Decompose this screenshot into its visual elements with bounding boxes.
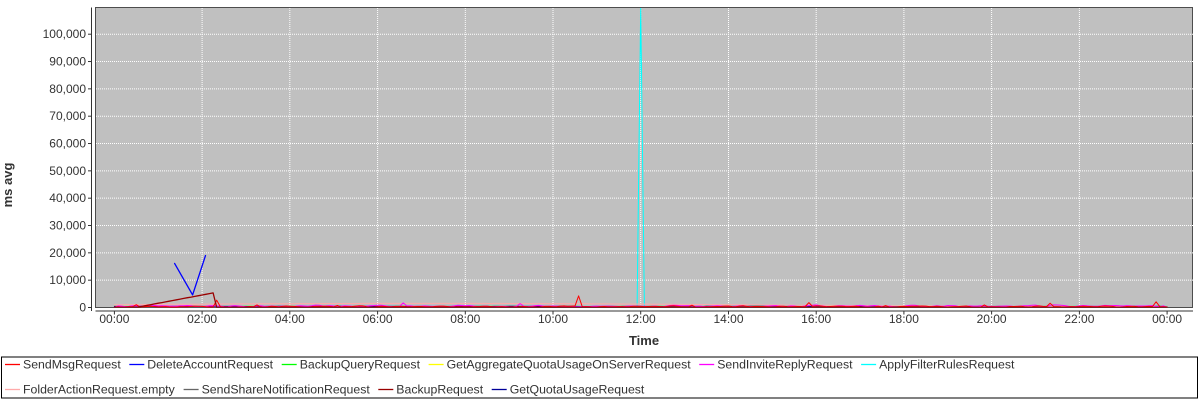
svg-text:12:00: 12:00 xyxy=(626,312,656,326)
svg-text:16:00: 16:00 xyxy=(801,312,831,326)
svg-text:100,000: 100,000 xyxy=(43,27,87,41)
svg-text:22:00: 22:00 xyxy=(1064,312,1094,326)
svg-text:SendInviteReplyRequest: SendInviteReplyRequest xyxy=(717,358,853,372)
svg-text:20:00: 20:00 xyxy=(977,312,1007,326)
svg-text:BackupRequest: BackupRequest xyxy=(396,383,483,397)
svg-text:30,000: 30,000 xyxy=(49,219,86,233)
svg-text:SendMsgRequest: SendMsgRequest xyxy=(23,358,121,372)
svg-text:50,000: 50,000 xyxy=(49,164,86,178)
svg-text:ms avg: ms avg xyxy=(0,163,15,208)
svg-text:90,000: 90,000 xyxy=(49,55,86,69)
svg-text:60,000: 60,000 xyxy=(49,137,86,151)
svg-text:Time: Time xyxy=(629,333,659,348)
svg-text:06:00: 06:00 xyxy=(363,312,393,326)
svg-text:80,000: 80,000 xyxy=(49,82,86,96)
svg-text:DeleteAccountRequest: DeleteAccountRequest xyxy=(147,358,273,372)
svg-text:20,000: 20,000 xyxy=(49,246,86,260)
svg-text:ApplyFilterRulesRequest: ApplyFilterRulesRequest xyxy=(879,358,1015,372)
svg-text:BackupQueryRequest: BackupQueryRequest xyxy=(300,358,421,372)
svg-text:GetAggregateQuotaUsageOnServer: GetAggregateQuotaUsageOnServerRequest xyxy=(447,358,692,372)
svg-text:10,000: 10,000 xyxy=(49,273,86,287)
svg-text:02:00: 02:00 xyxy=(187,312,217,326)
svg-text:10:00: 10:00 xyxy=(538,312,568,326)
svg-text:0: 0 xyxy=(79,301,86,315)
svg-text:GetQuotaUsageRequest: GetQuotaUsageRequest xyxy=(510,383,645,397)
svg-text:00:00: 00:00 xyxy=(1152,312,1182,326)
svg-text:04:00: 04:00 xyxy=(275,312,305,326)
svg-text:00:00: 00:00 xyxy=(99,312,129,326)
svg-text:SendShareNotificationRequest: SendShareNotificationRequest xyxy=(202,383,371,397)
svg-text:08:00: 08:00 xyxy=(450,312,480,326)
svg-text:40,000: 40,000 xyxy=(49,191,86,205)
svg-text:FolderActionRequest.empty: FolderActionRequest.empty xyxy=(23,383,176,397)
svg-text:70,000: 70,000 xyxy=(49,109,86,123)
svg-text:14:00: 14:00 xyxy=(713,312,743,326)
svg-text:18:00: 18:00 xyxy=(889,312,919,326)
